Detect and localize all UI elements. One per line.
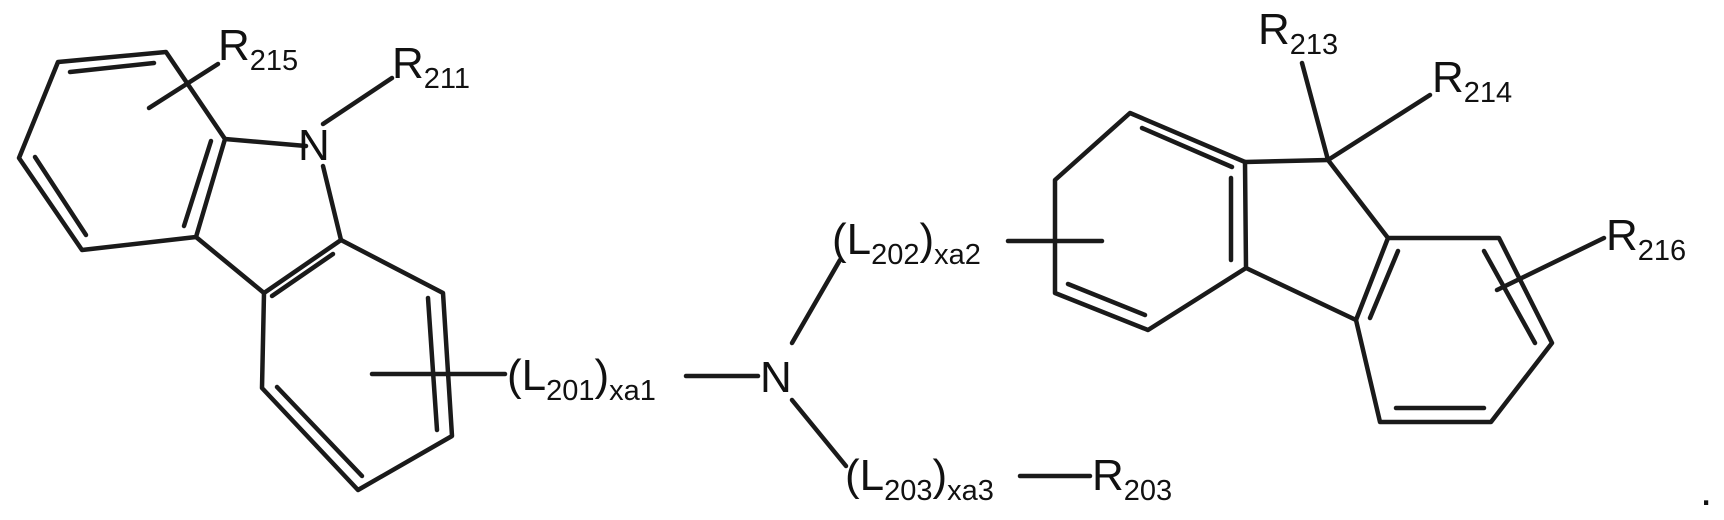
r211-bond [323, 78, 392, 124]
r211-label: R211 [392, 39, 470, 95]
r213-bond [1302, 63, 1328, 160]
carbazole-n-label: N [298, 121, 330, 170]
carbazole-right-ring [262, 240, 452, 490]
l202-label: (L202)xa2 [832, 215, 981, 271]
r214-bond [1328, 95, 1430, 160]
n-l202-bond [792, 260, 840, 343]
central-n-label: N [760, 353, 792, 402]
trailing-period: . [1700, 466, 1712, 515]
l201-label: (L201)xa1 [507, 351, 656, 407]
r213-label: R213 [1258, 5, 1338, 61]
r203-label: R203 [1092, 451, 1172, 507]
n-l203-bond [792, 400, 846, 466]
fluorene-left-ring [1055, 113, 1246, 330]
r215-label: R215 [218, 21, 298, 77]
l203-label: (L203)xa3 [845, 451, 994, 507]
fluorene-right-ring [1356, 238, 1552, 422]
r215-bond [149, 64, 218, 108]
r216-label: R216 [1606, 211, 1686, 267]
r214-label: R214 [1432, 53, 1512, 109]
